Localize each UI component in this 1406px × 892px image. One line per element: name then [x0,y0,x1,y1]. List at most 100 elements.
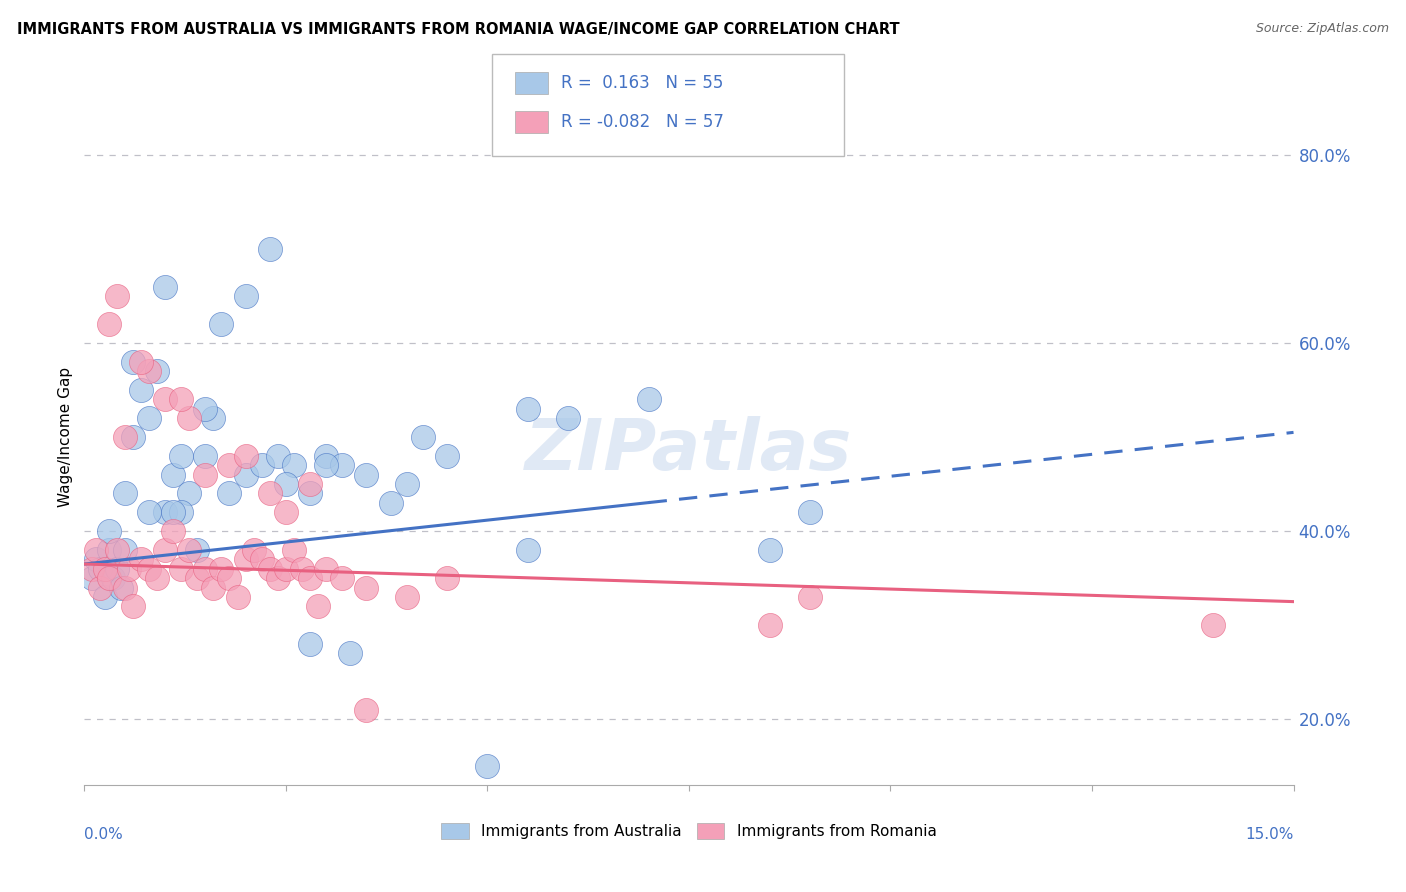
Point [97,571,120,585]
Point [194,562,217,576]
Point [235,449,257,463]
Point [93,590,115,604]
Point [242,542,264,557]
Point [436,571,458,585]
Point [121,599,143,614]
Point [209,318,232,332]
Point [283,542,305,557]
Point [218,571,240,585]
Point [758,542,780,557]
Point [93,562,115,576]
Point [259,486,281,500]
Point [138,562,160,576]
Point [516,401,538,416]
Point [138,364,160,378]
Point [118,562,141,576]
Point [412,430,434,444]
Point [1202,618,1225,632]
Point [114,542,136,557]
Point [436,449,458,463]
Point [274,477,297,491]
Point [315,562,337,576]
Text: R = -0.082   N = 57: R = -0.082 N = 57 [561,113,724,131]
Point [250,458,273,473]
Point [97,318,120,332]
Point [170,449,193,463]
Point [146,364,169,378]
Point [339,646,361,660]
Text: ZIPatlas: ZIPatlas [526,417,852,485]
Point [299,571,322,585]
Point [114,486,136,500]
Point [101,571,124,585]
Point [209,562,232,576]
Legend: Immigrants from Australia, Immigrants from Romania: Immigrants from Australia, Immigrants fr… [433,815,945,847]
Point [82,562,104,576]
Point [129,552,152,566]
Point [114,581,136,595]
Point [283,458,305,473]
Point [218,486,240,500]
Point [307,599,329,614]
Point [138,505,160,519]
Point [226,590,249,604]
Point [516,797,538,811]
Point [162,524,184,538]
Point [274,562,297,576]
Point [153,392,176,407]
Point [235,289,257,303]
Point [97,542,120,557]
Point [235,467,257,482]
Point [291,562,314,576]
Point [110,581,132,595]
Point [516,542,538,557]
Point [162,505,184,519]
Point [114,430,136,444]
Point [121,355,143,369]
Point [86,552,108,566]
Point [105,542,128,557]
Point [259,242,281,256]
Point [637,392,659,407]
Point [179,411,201,425]
Point [129,355,152,369]
Point [218,458,240,473]
Point [129,383,152,397]
Y-axis label: Wage/Income Gap: Wage/Income Gap [58,367,73,508]
Point [170,392,193,407]
Point [162,467,184,482]
Point [315,458,337,473]
Point [82,571,104,585]
Point [299,477,322,491]
Point [395,477,418,491]
Point [557,411,579,425]
Point [330,571,353,585]
Text: 15.0%: 15.0% [1246,827,1294,842]
Point [477,759,499,773]
Point [356,581,378,595]
Text: Source: ZipAtlas.com: Source: ZipAtlas.com [1256,22,1389,36]
Point [194,449,217,463]
Point [89,562,111,576]
Point [97,524,120,538]
Point [202,411,225,425]
Point [194,401,217,416]
Point [477,806,499,821]
Point [138,411,160,425]
Point [235,552,257,566]
Point [186,542,208,557]
Point [380,496,402,510]
Point [299,486,322,500]
Point [758,618,780,632]
Point [330,458,353,473]
Point [179,542,201,557]
Point [105,289,128,303]
Point [250,552,273,566]
Point [356,703,378,717]
Point [170,505,193,519]
Point [395,590,418,604]
Point [267,449,290,463]
Point [153,505,176,519]
Point [356,467,378,482]
Text: IMMIGRANTS FROM AUSTRALIA VS IMMIGRANTS FROM ROMANIA WAGE/INCOME GAP CORRELATION: IMMIGRANTS FROM AUSTRALIA VS IMMIGRANTS … [17,22,900,37]
